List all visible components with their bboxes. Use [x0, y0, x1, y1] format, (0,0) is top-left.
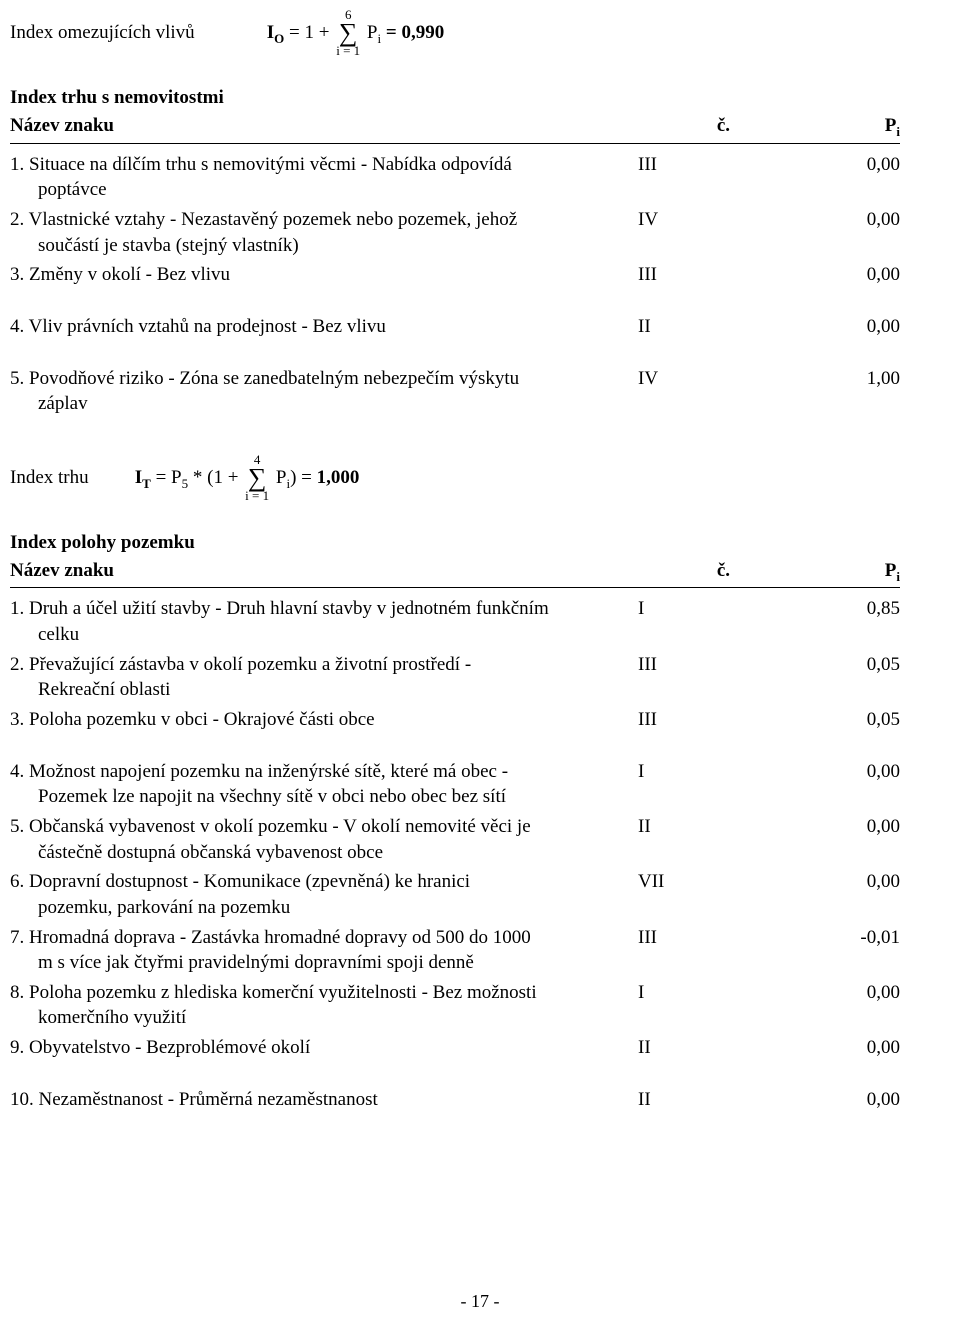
table-poloha-a: 1. Druh a účel užití stavby - Druh hlavn…: [10, 596, 900, 732]
table-row: 8. Poloha pozemku z hlediska komerční vy…: [10, 980, 900, 1031]
row-name: 1. Situace na dílčím trhu s nemovitými v…: [10, 152, 638, 203]
row-code: II: [638, 1035, 706, 1061]
formula-index-omezujicich: Index omezujících vlivů IO = 1 + 6 ∑ i =…: [10, 8, 900, 57]
formula1-label: Index omezujících vlivů: [10, 20, 262, 46]
row-name: 4. Vliv právních vztahů na prodejnost - …: [10, 314, 638, 340]
table-row: 7. Hromadná doprava - Zastávka hromadné …: [10, 925, 900, 976]
row-name: 3. Poloha pozemku v obci - Okrajové část…: [10, 707, 638, 733]
table-row: 1. Druh a účel užití stavby - Druh hlavn…: [10, 596, 900, 647]
row-code: II: [638, 814, 706, 840]
section-title-trhu: Index trhu s nemovitostmi: [10, 85, 900, 111]
row-name: 3. Změny v okolí - Bez vlivu: [10, 262, 638, 288]
table-row: 9. Obyvatelstvo - Bezproblémové okolíII0…: [10, 1035, 900, 1061]
row-value: 0,00: [706, 207, 900, 233]
row-code: I: [638, 980, 706, 1006]
section-title-poloha: Index polohy pozemku: [10, 530, 900, 556]
row-value: 0,00: [706, 262, 900, 288]
row-name: 8. Poloha pozemku z hlediska komerční vy…: [10, 980, 638, 1031]
table-poloha-b: 4. Možnost napojení pozemku na inženýrsk…: [10, 759, 900, 1061]
formula-index-trhu: Index trhu IT = P5 * (1 + 4 ∑ i = 1 Pi) …: [10, 453, 900, 502]
row-name: 5. Občanská vybavenost v okolí pozemku -…: [10, 814, 638, 865]
table-row: 1. Situace na dílčím trhu s nemovitými v…: [10, 152, 900, 203]
table-row: 4. Vliv právních vztahů na prodejnost - …: [10, 314, 900, 340]
row-code: IV: [638, 366, 706, 392]
row-value: 0,05: [706, 707, 900, 733]
row-value: 0,00: [706, 314, 900, 340]
row-name: 5. Povodňové riziko - Zóna se zanedbatel…: [10, 366, 638, 417]
row-value: 0,05: [706, 652, 900, 678]
table-row: 2. Převažující zástavba v okolí pozemku …: [10, 652, 900, 703]
row-value: 1,00: [706, 366, 900, 392]
table-row: 6. Dopravní dostupnost - Komunikace (zpe…: [10, 869, 900, 920]
row-value: 0,00: [706, 869, 900, 895]
row-name: 4. Možnost napojení pozemku na inženýrsk…: [10, 759, 638, 810]
row-code: III: [638, 707, 706, 733]
row-name: 9. Obyvatelstvo - Bezproblémové okolí: [10, 1035, 638, 1061]
table-poloha-c: 10. Nezaměstnanost - Průměrná nezaměstna…: [10, 1087, 900, 1113]
table-header: Název znaku č. Pi: [10, 113, 900, 144]
row-value: 0,85: [706, 596, 900, 622]
row-code: II: [638, 1087, 706, 1113]
row-name: 1. Druh a účel užití stavby - Druh hlavn…: [10, 596, 638, 647]
table-trhu-a: 1. Situace na dílčím trhu s nemovitými v…: [10, 152, 900, 288]
table-row: 5. Občanská vybavenost v okolí pozemku -…: [10, 814, 900, 865]
row-code: IV: [638, 207, 706, 233]
row-code: I: [638, 596, 706, 622]
row-value: 0,00: [706, 1035, 900, 1061]
row-value: 0,00: [706, 152, 900, 178]
table-header: Název znaku č. Pi: [10, 558, 900, 589]
row-code: I: [638, 759, 706, 785]
sigma-icon: 6 ∑ i = 1: [336, 8, 360, 57]
row-code: VII: [638, 869, 706, 895]
row-name: 10. Nezaměstnanost - Průměrná nezaměstna…: [10, 1087, 638, 1113]
table-row: 3. Poloha pozemku v obci - Okrajové část…: [10, 707, 900, 733]
row-name: 2. Převažující zástavba v okolí pozemku …: [10, 652, 638, 703]
page-number: - 17 -: [0, 1289, 960, 1313]
row-name: 2. Vlastnické vztahy - Nezastavěný pozem…: [10, 207, 638, 258]
table-row: 10. Nezaměstnanost - Průměrná nezaměstna…: [10, 1087, 900, 1113]
row-name: 6. Dopravní dostupnost - Komunikace (zpe…: [10, 869, 638, 920]
sigma-icon: 4 ∑ i = 1: [245, 453, 269, 502]
row-value: 0,00: [706, 814, 900, 840]
table-trhu-b: 4. Vliv právních vztahů na prodejnost - …: [10, 314, 900, 340]
row-code: II: [638, 314, 706, 340]
row-code: III: [638, 652, 706, 678]
row-code: III: [638, 925, 706, 951]
table-row: 5. Povodňové riziko - Zóna se zanedbatel…: [10, 366, 900, 417]
row-value: 0,00: [706, 759, 900, 785]
table-row: 3. Změny v okolí - Bez vlivuIII0,00: [10, 262, 900, 288]
formula2-label: Index trhu: [10, 465, 130, 491]
table-row: 4. Možnost napojení pozemku na inženýrsk…: [10, 759, 900, 810]
row-value: 0,00: [706, 980, 900, 1006]
table-trhu-c: 5. Povodňové riziko - Zóna se zanedbatel…: [10, 366, 900, 417]
row-value: -0,01: [706, 925, 900, 951]
row-name: 7. Hromadná doprava - Zastávka hromadné …: [10, 925, 638, 976]
row-value: 0,00: [706, 1087, 900, 1113]
row-code: III: [638, 262, 706, 288]
table-row: 2. Vlastnické vztahy - Nezastavěný pozem…: [10, 207, 900, 258]
row-code: III: [638, 152, 706, 178]
